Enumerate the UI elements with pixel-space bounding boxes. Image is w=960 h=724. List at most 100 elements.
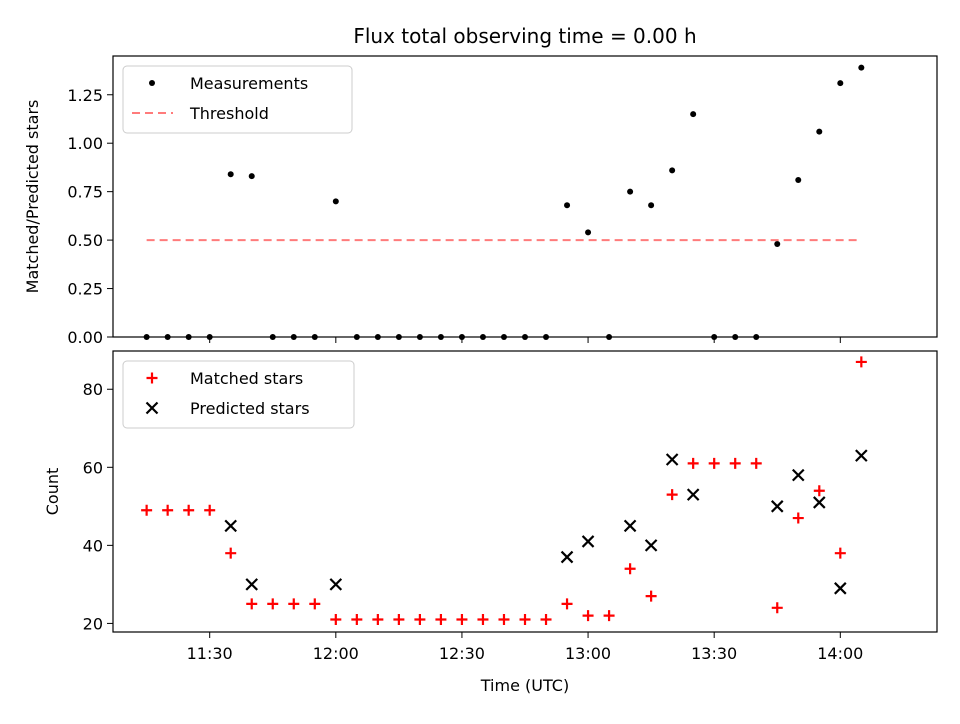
measurements-point: [227, 171, 234, 178]
matched-stars-marker: [834, 547, 846, 559]
measurements-point: [648, 202, 655, 209]
legend-swatch: [145, 401, 159, 415]
matched-stars-marker: [540, 614, 552, 626]
measurements-point: [332, 198, 339, 205]
predicted-stars-marker: [560, 550, 574, 564]
measurements-point: [690, 111, 697, 118]
count-y-tick-label: 20: [83, 614, 103, 633]
matched-stars-marker: [309, 598, 321, 610]
x-tick-label: 14:00: [817, 644, 863, 663]
x-tick-label: 11:30: [187, 644, 233, 663]
predicted-stars-marker: [644, 539, 658, 552]
x-tick-label: 13:00: [565, 644, 611, 663]
predicted-stars-marker: [686, 488, 700, 501]
matched-stars-marker: [624, 563, 636, 575]
ratio-y-tick-label: 0.25: [67, 280, 103, 299]
measurements-point: [564, 202, 571, 209]
predicted-stars-marker: [245, 578, 259, 591]
measurements-point: [627, 188, 634, 195]
count-y-tick-label: 60: [83, 458, 103, 477]
measurements-point: [774, 240, 781, 247]
predicted-stars-marker: [329, 578, 343, 591]
measurements-point: [858, 64, 865, 71]
ratio-axes-frame: [112, 55, 938, 338]
matched-stars-marker: [330, 614, 342, 626]
count-panel: 20 40 60 80 11:30 12:00 12:30 13:00 13:30 14:00 Co…: [43, 350, 938, 663]
matched-stars-marker: [456, 614, 468, 626]
ratio-y-tick-label: 0.00: [67, 328, 103, 347]
matched-stars-marker: [414, 614, 426, 626]
count-y-tick-label: 40: [83, 536, 103, 555]
matched-stars-marker: [519, 614, 531, 626]
legend-item: Threshold: [132, 104, 269, 123]
predicted-stars-marker: [770, 500, 784, 513]
matched-stars-marker: [645, 590, 657, 602]
predicted-stars-marker: [623, 519, 637, 533]
ratio-y-tick-label: 1.00: [67, 134, 103, 153]
matched-stars-marker: [162, 504, 174, 516]
ratio-panel: 0.00 0.25 0.50 0.75 1.00 1.25 Matched/Predicte…: [23, 55, 938, 347]
matched-stars-marker: [687, 457, 699, 469]
predicted-stars-marker: [834, 582, 847, 595]
matched-stars-marker: [183, 504, 195, 516]
matched-stars-marker: [435, 614, 447, 626]
matched-stars-marker: [603, 610, 615, 622]
matched-stars-marker: [666, 489, 678, 501]
matched-stars-marker: [351, 614, 363, 626]
legend-label: Predicted stars: [190, 399, 310, 418]
matched-stars-marker: [792, 512, 804, 524]
predicted-stars-marker: [224, 519, 237, 533]
legend-swatch: [149, 80, 155, 86]
matched-stars-marker: [498, 614, 510, 626]
matched-stars-marker: [225, 547, 237, 559]
legend-box: [122, 360, 355, 429]
legend-label: Threshold: [189, 104, 269, 123]
matched-stars-marker: [729, 457, 741, 469]
count-y-axis-title: Count: [43, 468, 62, 516]
matched-stars-marker: [561, 598, 573, 610]
matched-stars-marker: [393, 614, 405, 626]
legend-item: Predicted stars: [145, 399, 310, 418]
predicted-stars-marker: [813, 496, 826, 509]
matched-stars-marker: [204, 504, 216, 516]
measurements-point: [816, 128, 823, 135]
ratio-y-tick-label: 0.50: [67, 231, 103, 250]
legend-swatch: [146, 372, 158, 384]
matched-stars-marker: [267, 598, 279, 610]
ratio-y-tick-label: 1.25: [67, 86, 103, 105]
predicted-stars-marker: [791, 468, 805, 482]
matched-stars-marker: [582, 610, 594, 622]
count-y-tick-label: 80: [83, 380, 103, 399]
matched-stars-marker: [246, 598, 258, 610]
legend-box: [122, 65, 353, 134]
legend-item: Measurements: [149, 74, 308, 93]
measurements-point: [795, 177, 802, 184]
predicted-stars-marker: [665, 453, 679, 466]
matched-stars-marker: [855, 356, 867, 368]
ratio-y-tick-label: 0.75: [67, 183, 103, 202]
legend-item: Matched stars: [146, 369, 303, 388]
measurements-point: [585, 229, 592, 236]
matched-stars-marker: [141, 504, 153, 516]
predicted-stars-marker: [855, 449, 868, 462]
count-axes-frame: [112, 350, 938, 633]
ratio-y-axis-title: Matched/Predicted stars: [23, 100, 42, 294]
matched-stars-marker: [771, 602, 783, 614]
measurements-point: [837, 80, 844, 87]
legend-label: Measurements: [190, 74, 308, 93]
matched-stars-marker: [372, 614, 384, 626]
matched-stars-marker: [813, 485, 825, 497]
x-tick-label: 12:00: [313, 644, 359, 663]
matched-stars-marker: [477, 614, 489, 626]
measurements-point: [248, 173, 255, 180]
x-tick-label: 12:30: [439, 644, 485, 663]
measurements-point: [669, 167, 676, 174]
chart-title: Flux total observing time = 0.00 h: [353, 24, 696, 48]
count-legend: Matched stars Predicted stars: [122, 360, 355, 429]
matched-stars-marker: [750, 457, 762, 469]
matched-stars-marker: [708, 457, 720, 469]
predicted-stars-marker: [581, 535, 595, 548]
ratio-legend: Measurements Threshold: [122, 65, 353, 134]
x-axis-title: Time (UTC): [480, 676, 569, 695]
